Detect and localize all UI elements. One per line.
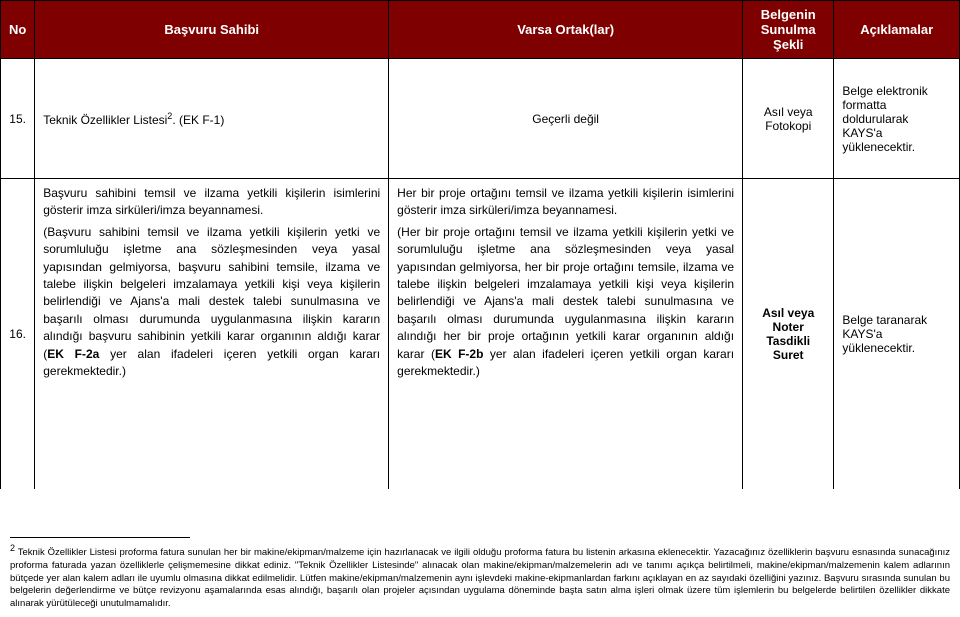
applicant-p1: Başvuru sahibini temsil ve ilzama yetkil…: [43, 185, 380, 220]
applicant-text-post: . (EK F-1): [172, 113, 224, 127]
cell-applicant: Başvuru sahibini temsil ve ilzama yetkil…: [35, 179, 389, 489]
footnote-block: 2 Teknik Özellikler Listesi proforma fat…: [10, 537, 950, 611]
cell-partners: Her bir proje ortağını temsil ve ilzama …: [389, 179, 743, 489]
partners-p1: Her bir proje ortağını temsil ve ilzama …: [397, 185, 734, 220]
cell-submission: Asıl veya Fotokopi: [743, 59, 834, 179]
col-header-partners: Varsa Ortak(lar): [389, 1, 743, 59]
applicant-p2: (Başvuru sahibini temsil ve ilzama yetki…: [43, 224, 380, 381]
applicant-text-pre: Teknik Özellikler Listesi: [43, 113, 167, 127]
table-row: 15. Teknik Özellikler Listesi2. (EK F-1)…: [1, 59, 960, 179]
table-row: 16. Başvuru sahibini temsil ve ilzama ye…: [1, 179, 960, 489]
cell-applicant: Teknik Özellikler Listesi2. (EK F-1): [35, 59, 389, 179]
partners-p2-bold: EK F-2b: [435, 347, 483, 361]
cell-notes: Belge elektronik formatta doldurularak K…: [834, 59, 960, 179]
col-header-no: No: [1, 1, 35, 59]
table-header-row: No Başvuru Sahibi Varsa Ortak(lar) Belge…: [1, 1, 960, 59]
col-header-submission: Belgenin Sunulma Şekli: [743, 1, 834, 59]
col-header-notes: Açıklamalar: [834, 1, 960, 59]
footnote-rule: [10, 537, 190, 538]
cell-no: 16.: [1, 179, 35, 489]
applicant-p2a: (Başvuru sahibini temsil ve ilzama yetki…: [43, 225, 380, 361]
cell-notes: Belge taranarak KAYS'a yüklenecektir.: [834, 179, 960, 489]
requirements-table: No Başvuru Sahibi Varsa Ortak(lar) Belge…: [0, 0, 960, 489]
cell-submission: Asıl veya Noter Tasdikli Suret: [743, 179, 834, 489]
partners-p2: (Her bir proje ortağını temsil ve ilzama…: [397, 224, 734, 381]
applicant-p2-bold: EK F-2a: [47, 347, 99, 361]
col-header-applicant: Başvuru Sahibi: [35, 1, 389, 59]
footnote-text: 2 Teknik Özellikler Listesi proforma fat…: [10, 542, 950, 611]
cell-no: 15.: [1, 59, 35, 179]
cell-partners: Geçerli değil: [389, 59, 743, 179]
footnote-body: Teknik Özellikler Listesi proforma fatur…: [10, 547, 950, 609]
partners-p2a: (Her bir proje ortağını temsil ve ilzama…: [397, 225, 734, 361]
